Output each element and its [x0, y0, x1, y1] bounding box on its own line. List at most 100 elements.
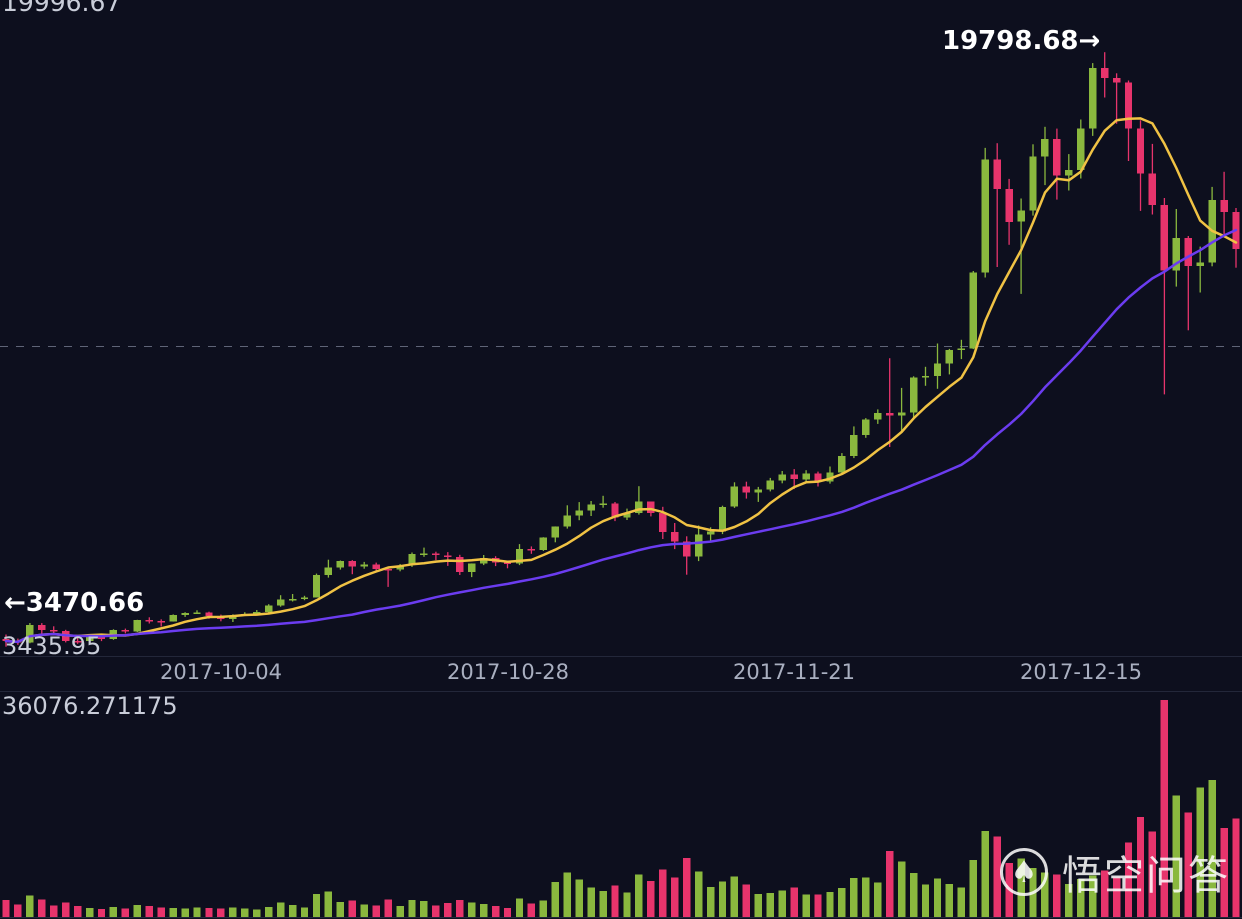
- candle-body: [1148, 173, 1157, 206]
- candle-body: [671, 532, 679, 542]
- candle-body: [1101, 68, 1109, 79]
- volume-bar: [336, 902, 345, 917]
- volume-bar: [874, 882, 882, 917]
- volume-bar: [444, 903, 452, 917]
- volume-bar: [1148, 831, 1157, 917]
- candle-body: [993, 159, 1001, 189]
- volume-bar: [193, 907, 201, 917]
- volume-bar: [671, 877, 679, 917]
- candle-body: [539, 537, 548, 550]
- candle-body: [635, 501, 643, 513]
- high-price-annotation: 19798.68→: [942, 26, 1100, 56]
- volume-bar: [683, 858, 691, 917]
- wukong-logo-icon: ♠: [1000, 848, 1048, 896]
- volume-bar: [181, 908, 189, 917]
- candle-body: [575, 510, 583, 516]
- candle-body: [1017, 210, 1025, 222]
- volume-bar: [539, 900, 548, 917]
- volume-bar: [754, 894, 762, 917]
- volume-bar: [527, 903, 536, 917]
- candle-body: [1053, 139, 1061, 176]
- candle-body: [790, 474, 798, 480]
- candle-body: [551, 526, 559, 538]
- volume-bar: [360, 904, 368, 917]
- candle-body: [193, 612, 201, 614]
- candle-body: [515, 549, 524, 564]
- candle-body: [1196, 262, 1204, 267]
- volume-bar: [157, 907, 165, 917]
- volume-bar: [1041, 872, 1049, 917]
- candle-body: [503, 562, 512, 564]
- candle-body: [432, 553, 440, 556]
- candle-body: [348, 560, 356, 567]
- x-axis-label: 2017-11-21: [732, 660, 856, 684]
- candle-body: [623, 513, 631, 518]
- candle-body: [50, 630, 58, 632]
- volume-bar: [587, 887, 595, 917]
- volume-bar: [503, 908, 512, 917]
- candle-body: [647, 501, 655, 513]
- volume-bar: [253, 909, 261, 917]
- candle-body: [85, 635, 94, 641]
- candle-body: [921, 375, 930, 378]
- ma30-line: [4, 228, 1238, 644]
- volume-bar: [288, 905, 297, 917]
- candle-body: [1160, 205, 1169, 271]
- volume-bar: [1136, 817, 1145, 917]
- candle-body: [181, 612, 189, 616]
- price-axis-min-label: 3435.95: [2, 632, 102, 660]
- candle-body: [312, 574, 321, 598]
- volume-bars: [2, 700, 1240, 917]
- candle-body: [933, 363, 942, 376]
- candle-body: [1029, 156, 1037, 211]
- candle-body: [1112, 78, 1121, 83]
- volume-bar: [981, 831, 989, 917]
- volume-bar: [456, 900, 464, 917]
- volume-bar: [420, 901, 428, 917]
- volume-bar: [706, 886, 715, 917]
- volume-bar: [62, 902, 70, 917]
- candle-body: [253, 612, 261, 614]
- candle-body: [945, 349, 954, 364]
- volume-bar: [957, 887, 966, 917]
- candle-body: [1089, 68, 1097, 129]
- candle-body: [957, 348, 966, 350]
- volume-bar: [480, 903, 488, 917]
- volume-bar: [945, 883, 954, 917]
- volume-bar: [933, 878, 942, 917]
- volume-bar: [993, 836, 1001, 917]
- candle-body: [599, 503, 607, 505]
- volume-bar: [802, 894, 810, 917]
- volume-bar: [408, 899, 416, 917]
- volume-bar: [766, 892, 774, 917]
- volume-bar: [647, 880, 655, 917]
- volume-bar: [611, 885, 619, 917]
- candle-body: [456, 557, 464, 572]
- volume-bar: [515, 898, 524, 917]
- candle-body: [814, 473, 822, 482]
- candle-body: [288, 599, 297, 601]
- volume-bar: [2, 900, 10, 917]
- volume-bar: [1089, 875, 1097, 917]
- candle-body: [694, 534, 703, 557]
- candle-body: [300, 597, 309, 599]
- volume-bar: [1065, 883, 1073, 917]
- candle-body: [527, 549, 536, 551]
- x-axis-label: 2017-10-04: [159, 660, 283, 684]
- volume-bar: [396, 905, 404, 917]
- volume-bar: [1220, 828, 1228, 917]
- candle-body: [659, 513, 667, 533]
- candle-body: [1077, 128, 1085, 170]
- arrow-left-icon: ←: [4, 588, 26, 618]
- volume-bar: [862, 877, 870, 917]
- volume-bar: [838, 887, 846, 917]
- volume-bar: [348, 900, 356, 917]
- candle-body: [1136, 128, 1145, 174]
- volume-bar: [1208, 779, 1216, 917]
- volume-bar: [169, 908, 177, 917]
- candle-body: [826, 472, 834, 482]
- volume-bar: [575, 879, 583, 917]
- volume-bar: [265, 907, 273, 917]
- volume-bar: [229, 907, 237, 917]
